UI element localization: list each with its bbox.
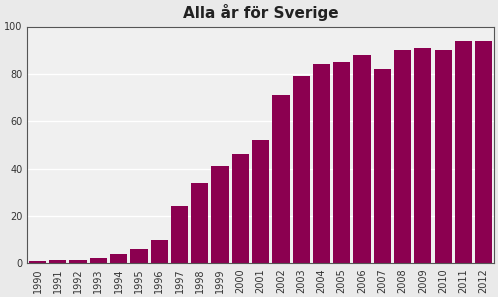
Bar xyxy=(354,55,371,263)
Bar xyxy=(475,41,493,263)
Bar xyxy=(394,50,411,263)
Bar xyxy=(414,48,431,263)
Bar xyxy=(252,140,269,263)
Bar xyxy=(313,64,330,263)
Bar xyxy=(171,206,188,263)
Bar xyxy=(435,50,452,263)
Bar xyxy=(212,166,229,263)
Bar xyxy=(49,260,66,263)
Bar xyxy=(374,69,391,263)
Bar xyxy=(110,254,127,263)
Title: Alla år för Sverige: Alla år för Sverige xyxy=(183,4,339,21)
Bar xyxy=(292,76,310,263)
Bar xyxy=(191,183,208,263)
Bar xyxy=(455,41,472,263)
Bar xyxy=(272,95,289,263)
Bar xyxy=(333,62,351,263)
Bar xyxy=(130,249,147,263)
Bar xyxy=(232,154,249,263)
Bar xyxy=(150,240,168,263)
Bar xyxy=(90,258,107,263)
Bar xyxy=(29,261,46,263)
Bar xyxy=(70,260,87,263)
